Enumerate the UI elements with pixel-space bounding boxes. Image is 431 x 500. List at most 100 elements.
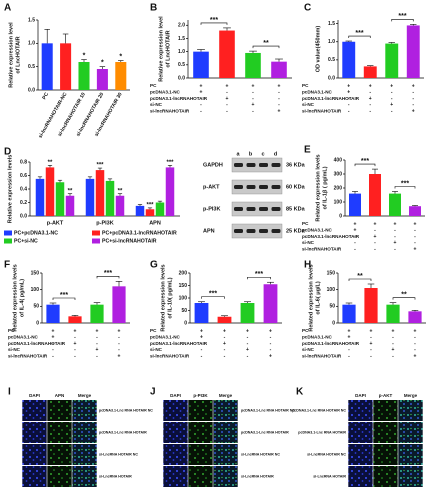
table-cell: - xyxy=(278,102,280,108)
table-cell: - xyxy=(414,341,416,347)
y-tick-label: 150 xyxy=(179,283,188,289)
table-row-label: PC xyxy=(302,221,309,226)
image-column-label: DAPI xyxy=(355,393,366,398)
significance: *** xyxy=(210,17,218,24)
table-cell: - xyxy=(369,90,371,96)
y-tick-label: 1.0 xyxy=(328,39,335,45)
table-row-label: PC xyxy=(302,83,309,88)
micrograph xyxy=(373,466,398,487)
blot-band xyxy=(271,185,281,189)
bar xyxy=(112,286,126,323)
table-cell: - xyxy=(270,341,272,347)
bar xyxy=(349,193,361,216)
image-column-label: Merge xyxy=(404,393,418,398)
significance-bracket xyxy=(247,276,271,280)
table-cell: - xyxy=(374,228,376,234)
table-row-label: PC xyxy=(150,328,157,333)
image-column-label: p-AKT xyxy=(379,393,393,398)
significance-bracket xyxy=(394,186,416,189)
table-cell: - xyxy=(412,96,414,102)
table-cell: - xyxy=(414,240,416,246)
x-tick-label: p-PI3K xyxy=(96,220,113,226)
significance-bracket xyxy=(348,278,372,281)
bar xyxy=(193,51,209,78)
bar xyxy=(342,304,356,323)
image-row-label: pcDNA3.1-Lnc RNA HOTAIR xyxy=(241,430,289,434)
bar xyxy=(96,69,108,90)
blot-band xyxy=(271,229,281,233)
table-cell: + xyxy=(374,234,377,240)
table-cell: - xyxy=(348,341,350,347)
table-cell: - xyxy=(394,247,396,253)
y-tick-label: 200 xyxy=(179,270,188,276)
table-cell: + xyxy=(278,83,281,89)
micrograph xyxy=(348,400,373,421)
table-cell: - xyxy=(412,102,414,108)
significance: *** xyxy=(401,180,409,187)
y-axis-label: Related expression levels xyxy=(315,154,321,221)
micrograph xyxy=(373,422,398,443)
table-cell: + xyxy=(200,328,203,334)
table-cell: - xyxy=(412,90,414,96)
y-tick-label: 0.2 xyxy=(20,200,27,206)
table-row-label: si-lncRNAHOTAIR xyxy=(150,108,190,113)
significance: * xyxy=(119,53,122,60)
table-cell: - xyxy=(370,347,372,353)
table-cell: - xyxy=(369,109,371,115)
table-row-label: pcDNA3.1-NC xyxy=(302,228,333,233)
table-cell: + xyxy=(412,109,415,115)
table-cell: + xyxy=(392,328,395,334)
table-cell: - xyxy=(247,354,249,360)
table-cell: - xyxy=(370,354,372,360)
table-cell: + xyxy=(347,83,350,89)
table-row-label: pcDNA3.1-NC xyxy=(8,335,39,340)
blot-strip xyxy=(231,179,283,195)
table-cell: - xyxy=(224,335,226,341)
table-row-label: pcDNA3.1-lncRNAHOTAIR xyxy=(302,341,360,346)
table-row-label: pcDNA3.1-lncRNAHOTAIR xyxy=(150,96,208,101)
significance-bracket xyxy=(348,35,371,39)
blot-protein: GAPDH xyxy=(203,162,223,168)
image-column-label: p-PI3K xyxy=(193,393,208,398)
y-tick-label: 0.5 xyxy=(328,57,335,63)
micrograph xyxy=(213,444,238,465)
table-cell: + xyxy=(200,83,203,89)
micrograph xyxy=(213,466,238,487)
panel-label: G xyxy=(150,260,158,271)
blot-band xyxy=(259,229,268,233)
bar xyxy=(245,52,261,78)
significance: *** xyxy=(60,292,68,299)
bar xyxy=(41,43,53,90)
table-cell: - xyxy=(96,335,98,341)
x-tick-label: APN xyxy=(149,220,161,226)
micrograph xyxy=(398,444,423,465)
image-column-label: DAPI xyxy=(29,393,40,398)
bar xyxy=(105,180,115,216)
blot-size: 36 KDa xyxy=(286,162,306,168)
image-row-label: pcDNA3.1-Lnc RNA HOTAIR xyxy=(298,430,346,434)
significance: *** xyxy=(166,160,174,166)
image-row-label: pcDNA3.1-Lnc RNA HOTAIR NC xyxy=(99,408,153,412)
micrograph xyxy=(188,466,213,487)
panel-label: D xyxy=(4,147,11,158)
panel-label: C xyxy=(304,3,311,14)
y-tick-label: 0.0 xyxy=(28,87,35,93)
table-row-label: PC xyxy=(8,328,15,333)
table-row-label: si-lncRNAHOTAIR xyxy=(302,246,342,251)
panel-label: J xyxy=(150,387,156,398)
y-tick-label: 150 xyxy=(31,270,40,276)
table-cell: - xyxy=(52,347,54,353)
table-cell: + xyxy=(278,109,281,115)
y-axis-label: Related expression levels xyxy=(160,264,166,331)
table-cell: + xyxy=(226,96,229,102)
blot-protein: p-PI3K xyxy=(203,206,220,212)
micrograph xyxy=(72,466,97,487)
y-axis-label: Related expression levels xyxy=(12,264,18,331)
table-row-label: pcDNA3.1-lncRNAHOTAIR xyxy=(302,96,360,101)
legend-label: PC+si-NC xyxy=(14,238,38,244)
table-cell: - xyxy=(247,341,249,347)
bar xyxy=(364,288,378,323)
table-cell: - xyxy=(201,347,203,353)
micrograph xyxy=(188,444,213,465)
table-cell: + xyxy=(392,347,395,353)
